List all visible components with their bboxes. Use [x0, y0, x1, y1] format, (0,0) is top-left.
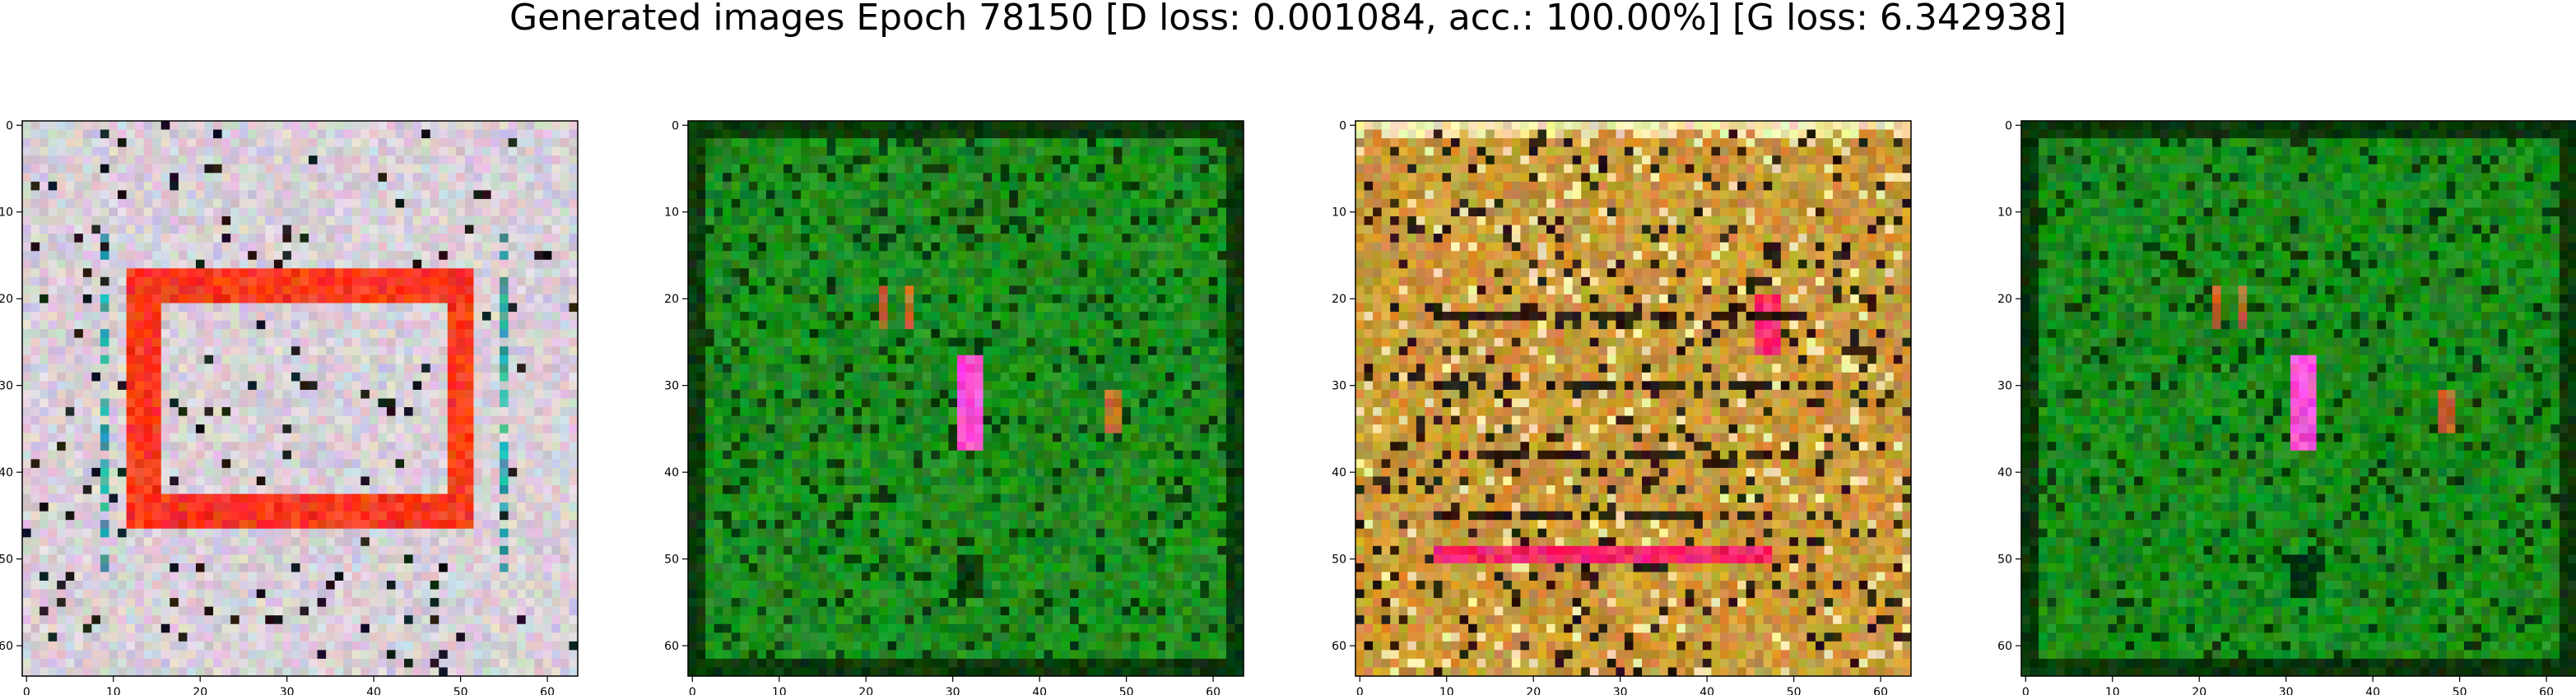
y-tick-label: 0 — [1339, 119, 1346, 132]
x-tick-label: 30 — [946, 686, 960, 695]
x-tick-label: 50 — [2453, 686, 2467, 695]
y-tick-label: 30 — [1332, 380, 1346, 393]
y-tick-label: 60 — [1332, 640, 1346, 653]
image-panel: 0 10 20 30 40 50 60 0 10 20 30 40 50 60 — [0, 119, 579, 695]
y-tick-label: 30 — [0, 380, 13, 393]
y-tick-label: 10 — [1332, 206, 1346, 220]
x-tick-label: 60 — [1873, 686, 1888, 695]
x-tick-label: 10 — [772, 686, 787, 695]
x-tick-label: 40 — [366, 686, 381, 695]
x-tick-label: 20 — [2192, 686, 2206, 695]
x-tick-label: 30 — [280, 686, 295, 695]
figure-title: Generated images Epoch 78150 [D loss: 0.… — [509, 0, 2067, 39]
y-tick-label: 0 — [6, 119, 13, 132]
axes-frame — [21, 120, 579, 677]
axes-frame — [1355, 120, 1912, 677]
y-tick-label: 10 — [1997, 206, 2012, 220]
y-tick-label: 10 — [0, 206, 13, 220]
y-tick-label: 50 — [664, 554, 679, 567]
y-tick-label: 40 — [1332, 466, 1346, 480]
generated-image — [2021, 121, 2576, 676]
y-tick-label: 20 — [1997, 293, 2012, 306]
y-tick-label: 60 — [0, 640, 13, 653]
y-tick-label: 0 — [672, 119, 679, 132]
y-tick-label: 40 — [0, 466, 13, 480]
x-tick-label: 0 — [1356, 686, 1364, 695]
x-tick-label: 0 — [23, 686, 30, 695]
x-tick-label: 60 — [2539, 686, 2554, 695]
generated-image — [688, 121, 1244, 676]
x-tick-label: 0 — [2022, 686, 2030, 695]
y-tick-label: 60 — [1997, 640, 2012, 653]
y-tick-label: 60 — [664, 640, 679, 653]
x-tick-label: 30 — [1613, 686, 1628, 695]
y-tick-label: 30 — [664, 380, 679, 393]
y-tick-label: 30 — [1997, 380, 2012, 393]
y-tick-label: 0 — [2005, 119, 2012, 132]
x-tick-label: 10 — [2105, 686, 2120, 695]
x-tick-label: 60 — [1206, 686, 1221, 695]
x-tick-label: 50 — [1119, 686, 1134, 695]
axes-frame — [2020, 120, 2576, 677]
axes-frame — [687, 120, 1244, 677]
y-tick-label: 50 — [0, 554, 13, 567]
y-tick-label: 20 — [0, 293, 13, 306]
y-tick-label: 50 — [1997, 554, 2012, 567]
x-tick-label: 20 — [193, 686, 207, 695]
generated-image — [22, 121, 578, 676]
x-tick-label: 60 — [540, 686, 555, 695]
x-tick-label: 50 — [453, 686, 468, 695]
y-tick-label: 40 — [1997, 466, 2012, 480]
y-tick-label: 50 — [1332, 554, 1346, 567]
y-tick-label: 10 — [664, 206, 679, 220]
image-panel: 0 10 20 30 40 50 60 0 10 20 30 40 50 60 — [1332, 119, 1912, 695]
x-tick-label: 10 — [106, 686, 121, 695]
y-tick-label: 40 — [664, 466, 679, 480]
generated-image — [1355, 121, 1911, 676]
x-tick-label: 40 — [1032, 686, 1047, 695]
x-tick-label: 20 — [1526, 686, 1541, 695]
x-tick-label: 40 — [2365, 686, 2380, 695]
x-tick-label: 50 — [1787, 686, 1802, 695]
image-panel: 0 10 20 30 40 50 60 0 10 20 30 40 50 60 — [664, 119, 1244, 695]
image-panel: 0 10 20 30 40 50 60 0 10 20 30 40 50 60 — [1997, 119, 2576, 695]
y-tick-label: 20 — [1332, 293, 1346, 306]
x-tick-label: 20 — [858, 686, 873, 695]
x-tick-label: 0 — [689, 686, 696, 695]
x-tick-label: 10 — [1439, 686, 1454, 695]
x-tick-label: 30 — [2279, 686, 2294, 695]
x-tick-label: 40 — [1700, 686, 1714, 695]
y-tick-label: 20 — [664, 293, 679, 306]
